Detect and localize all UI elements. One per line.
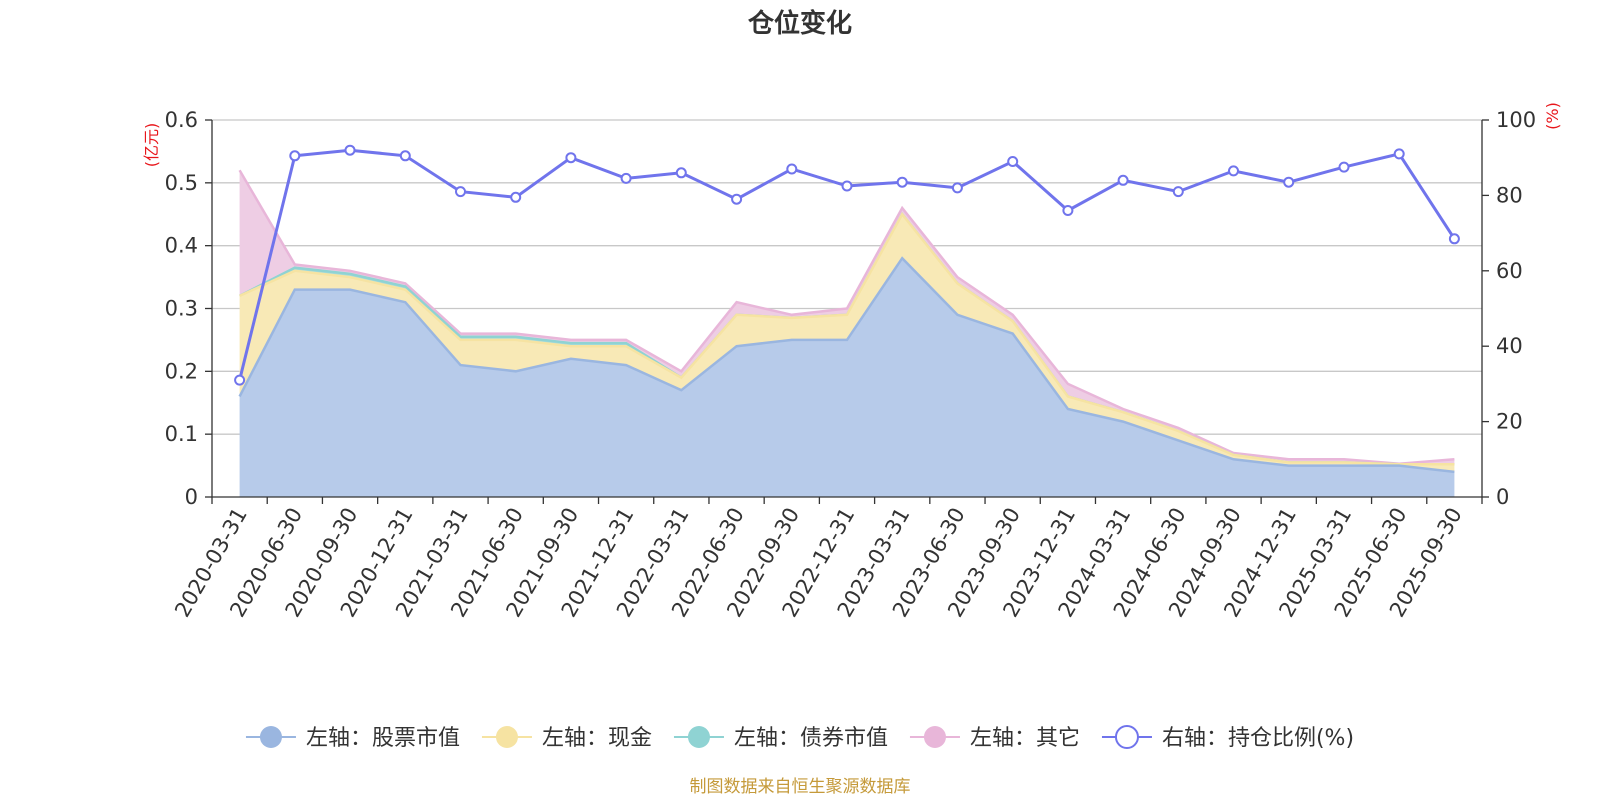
ratio-point [1283, 176, 1295, 188]
right-tick-label: 60 [1496, 259, 1523, 283]
ratio-point [1062, 205, 1074, 216]
ratio-point [289, 150, 301, 162]
source-note: 制图数据来自恒生聚源数据库 [690, 777, 911, 797]
ratio-point [1448, 233, 1460, 245]
ratio-point [1228, 165, 1239, 177]
ratio-point [1117, 174, 1129, 186]
left-tick-label: 0.2 [165, 359, 198, 383]
area-edge-4 [238, 169, 1455, 465]
ratio-point [675, 167, 687, 179]
right-tick-label: 80 [1496, 183, 1523, 207]
ratio-point [1393, 148, 1405, 160]
ratio-point [344, 144, 356, 156]
ratio-point [731, 193, 743, 205]
ratio-point [620, 172, 632, 184]
area-edge-1 [238, 256, 1455, 474]
right-tick-label: 0 [1496, 485, 1509, 509]
ratio-point [1007, 156, 1019, 167]
legend-marker [259, 726, 282, 748]
legend-marker [1114, 725, 1139, 749]
left-tick-label: 0.4 [165, 234, 198, 258]
legend-marker [687, 726, 710, 748]
legend-label: 右轴：持仓比例(%) [1162, 726, 1354, 751]
left-tick-label: 0.3 [165, 297, 198, 321]
right-axis-unit: (%) [1543, 102, 1562, 130]
area-1 [239, 258, 1455, 497]
ratio-line-series [234, 144, 1460, 386]
area-edge-2 [239, 212, 1455, 466]
stacked-areas [238, 169, 1455, 497]
chart-title: 仓位变化 [747, 8, 852, 39]
legend-label: 左轴：其它 [970, 726, 1080, 751]
legend-marker [495, 726, 518, 748]
right-tick-label: 20 [1496, 410, 1523, 434]
ratio-point [786, 163, 798, 175]
legend-label: 左轴：债券市值 [734, 726, 888, 751]
ratio-point [896, 176, 908, 188]
left-tick-label: 0.6 [165, 108, 198, 132]
ratio-point [234, 374, 246, 386]
right-tick-label: 40 [1496, 334, 1523, 358]
left-axis-unit: (亿元) [142, 123, 161, 168]
area-2 [239, 214, 1455, 472]
left-tick-label: 0.1 [165, 422, 198, 446]
legend-label: 左轴：现金 [542, 726, 652, 751]
legend: 左轴：股票市值 左轴：现金 左轴：债券市值 左轴：其它 右轴：持仓比例(%) [245, 725, 1354, 751]
ratio-point [951, 182, 963, 194]
ratio-point [565, 152, 577, 164]
left-tick-label: 0.5 [165, 171, 198, 195]
legend-label: 左轴：股票市值 [306, 726, 460, 751]
ratio-point [1338, 161, 1350, 173]
right-tick-label: 100 [1496, 108, 1536, 132]
ratio-point [455, 186, 466, 198]
left-tick-label: 0 [185, 485, 198, 509]
ratio-point [510, 191, 522, 203]
ratio-point [399, 150, 411, 162]
ratio-point [1172, 186, 1184, 198]
legend-marker [923, 726, 946, 748]
ratio-point [841, 180, 853, 192]
